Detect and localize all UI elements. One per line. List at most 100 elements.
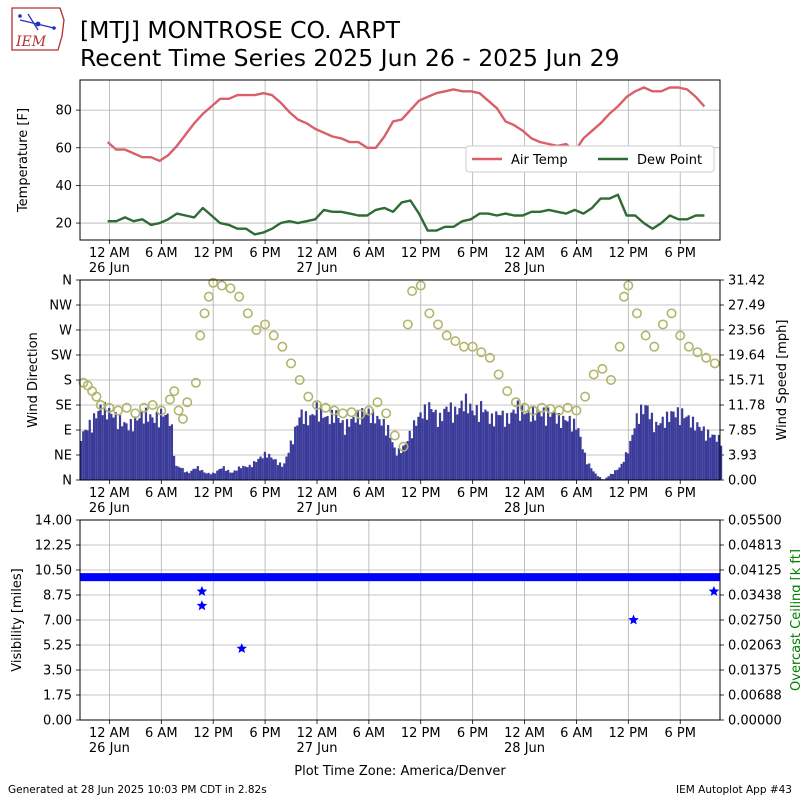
wind-direction-point — [588, 369, 599, 380]
wind-speed-bar — [650, 412, 654, 480]
wind-speed-bar — [116, 429, 119, 480]
wind-speed-bar — [607, 476, 610, 480]
vis-x-date-label: 26 Jun — [89, 741, 130, 756]
wind-speed-bar — [157, 427, 161, 480]
wind-speed-bar — [389, 437, 392, 480]
wind-speed-bar — [618, 467, 621, 480]
temp-x-tick-label: 6 PM — [664, 246, 695, 261]
wind-speed-bar — [160, 408, 163, 480]
wind-speed-bar — [82, 431, 85, 480]
wind-speed-bar — [451, 422, 455, 480]
wind-speed-bar — [356, 409, 359, 480]
wind-direction-point — [458, 341, 469, 352]
wind-direction-point — [484, 352, 495, 363]
wind-direction-point — [355, 409, 366, 420]
wind-speed-bar — [244, 466, 247, 480]
wind-speed-bar — [218, 469, 221, 480]
wind-direction-point — [156, 405, 167, 416]
vis-x-tick-label: 6 PM — [664, 726, 695, 741]
wind-speed-bar — [492, 426, 496, 480]
wind-speed-bar — [240, 468, 243, 480]
generated-note: Generated at 28 Jun 2025 10:03 PM CDT in… — [8, 784, 267, 796]
wind-speed-bar — [423, 404, 426, 480]
wind-direction-point — [87, 386, 98, 397]
wind-speed-bar — [320, 405, 323, 480]
wind-speed-bar — [458, 408, 461, 480]
wind-speed-bar — [311, 414, 314, 480]
wind-speed-bar — [575, 429, 578, 480]
wind-speed-bar — [112, 417, 115, 480]
vis-y2-tick-label: 0.00000 — [728, 714, 782, 729]
wind-speed-bar — [681, 408, 684, 480]
wind-speed-bar — [246, 467, 249, 480]
wind-speed-bar — [462, 411, 465, 480]
wind-speed-bar — [131, 431, 135, 480]
wind-speed-bar — [441, 421, 444, 480]
vis-y2-tick-label: 0.03438 — [728, 589, 782, 604]
wind-direction-point — [433, 319, 444, 330]
wind-direction-point — [709, 358, 720, 369]
temp-x-tick-label: 12 AM — [297, 246, 338, 261]
wind-speed-bar — [568, 415, 571, 480]
wind-speed-bar — [380, 425, 383, 480]
wind-speed-bar — [596, 476, 599, 480]
wind-x-date-label: 26 Jun — [89, 501, 130, 516]
wind-direction-point — [631, 308, 642, 319]
vis-x-tick-label: 12 AM — [504, 726, 545, 741]
wind-y2-tick-label: 27.49 — [728, 299, 765, 314]
wind-x-tick-label: 6 PM — [249, 486, 280, 501]
wind-speed-bar — [624, 452, 628, 480]
wind-direction-point — [441, 330, 452, 341]
wind-speed-bar — [417, 416, 420, 480]
wind-speed-bar — [454, 406, 457, 480]
wind-direction-point — [402, 319, 413, 330]
wind-direction-point — [510, 397, 521, 408]
wind-speed-bar — [715, 441, 718, 480]
wind-speed-bar — [687, 415, 690, 480]
wind-speed-bar — [503, 426, 506, 480]
wind-direction-point — [389, 430, 400, 441]
wind-direction-point — [562, 402, 573, 413]
wind-direction-point — [381, 408, 392, 419]
wind-speed-bar — [196, 466, 199, 480]
wind-speed-bar — [637, 423, 641, 480]
wind-speed-bar — [702, 426, 705, 480]
wind-speed-bar — [270, 457, 273, 480]
wind-direction-point — [407, 286, 418, 297]
vis-y-tick-label: 7.00 — [43, 614, 72, 629]
wind-speed-bar — [140, 411, 143, 480]
wind-speed-bar — [460, 400, 463, 480]
vis-y-tick-label: 1.75 — [43, 689, 72, 704]
visibility-baseline-points — [80, 573, 720, 582]
wind-y2-tick-label: 15.71 — [728, 374, 765, 389]
wind-direction-point — [493, 369, 504, 380]
wind-x-tick-label: 6 PM — [457, 486, 488, 501]
wind-speed-bar — [322, 417, 325, 480]
vis-y2-tick-label: 0.05500 — [728, 514, 782, 529]
wind-speed-bar — [644, 405, 647, 480]
vis-y2-tick-label: 0.04125 — [728, 564, 782, 579]
wind-speed-bar — [341, 420, 344, 480]
wind-speed-bar — [585, 464, 589, 480]
air-temp-legend-label: Air Temp — [511, 153, 568, 168]
wind-speed-bar — [473, 415, 476, 480]
wind-speed-bar — [358, 424, 362, 480]
wind-speed-bar — [521, 404, 524, 480]
wind-y2-tick-label: 7.85 — [728, 424, 757, 439]
wind-speed-bar — [101, 415, 104, 480]
wind-speed-bar — [263, 451, 266, 480]
wind-speed-bar — [172, 455, 176, 480]
vis-y-tick-label: 3.50 — [43, 664, 72, 679]
wind-speed-bar — [255, 462, 258, 480]
temp-y-tick-label: 40 — [55, 179, 72, 194]
wind-speed-bar — [505, 413, 509, 480]
wind-speed-bar — [428, 402, 431, 480]
wind-speed-bar — [123, 422, 126, 480]
wind-speed-bar — [434, 409, 437, 480]
wind-direction-point — [519, 402, 530, 413]
wind-speed-bar — [501, 410, 504, 480]
wind-direction-point — [424, 308, 435, 319]
wind-speed-bar — [529, 421, 532, 480]
wind-speed-bar — [367, 408, 370, 480]
wind-speed-bar — [298, 417, 301, 480]
